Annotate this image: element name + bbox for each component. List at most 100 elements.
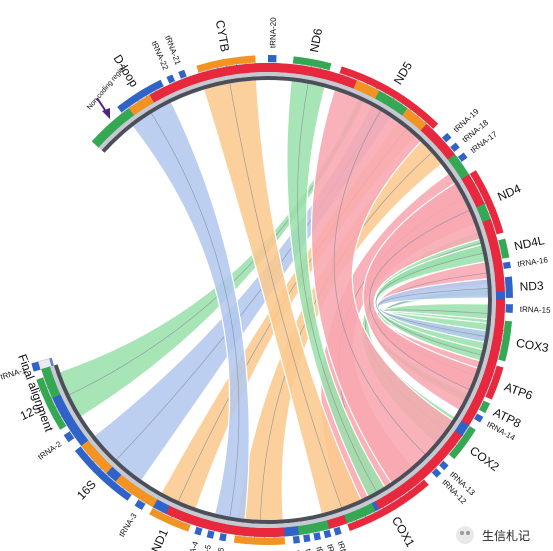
label-atp6: ATP6 xyxy=(502,380,534,403)
watermark: 生信札记 xyxy=(456,526,530,544)
final-alignment-block xyxy=(91,108,134,148)
link-strand-nd6 xyxy=(297,81,378,494)
label-trna-6: tRNA-6 xyxy=(212,546,226,551)
segment-bar-cox1 xyxy=(347,479,429,531)
link-strand-cytb xyxy=(229,81,343,510)
label-nd1: ND1 xyxy=(148,527,171,551)
final-alignment-block xyxy=(454,420,469,436)
final-alignment-block xyxy=(297,520,330,535)
final-alignment-block xyxy=(60,410,89,446)
final-alignment-block xyxy=(149,62,357,103)
label-trna-15: tRNA-15 xyxy=(520,305,552,315)
label-trna-10: tRNA-10 xyxy=(325,543,341,551)
segment-bar-trna-20 xyxy=(268,55,277,63)
label-cytb: CYTB xyxy=(213,19,232,53)
final-alignment-block xyxy=(52,394,69,415)
label-trna-16: tRNA-16 xyxy=(517,255,549,268)
label-trna-2: tRNA-2 xyxy=(36,439,63,462)
link-strand-nd4 xyxy=(369,209,471,391)
final-alignment-block xyxy=(461,300,505,426)
segment-bar-atp6 xyxy=(485,365,504,400)
link-strand-d-loop xyxy=(150,111,240,519)
label-cox1: COX1 xyxy=(389,514,418,550)
segment-bar-nd1 xyxy=(149,508,191,532)
label-trna-8: tRNA-8 xyxy=(304,548,317,551)
label-trna-20: tRNA-20 xyxy=(268,17,278,48)
segment-bar-trna-8 xyxy=(303,534,311,543)
segment-bar-trna-16 xyxy=(503,261,511,269)
segment-bar-trna-11 xyxy=(333,526,342,536)
segment-bar-trna-1 xyxy=(31,361,41,372)
label-nd4l: ND4L xyxy=(513,233,546,253)
segment-bar-cox3 xyxy=(498,320,513,362)
final-alignment-block xyxy=(283,526,299,537)
segment-bar-trna-13 xyxy=(439,460,449,471)
label-trna-9: tRNA-9 xyxy=(314,546,328,551)
segment-bar-nd3 xyxy=(504,276,513,298)
final-alignment-block xyxy=(115,474,158,508)
segment-bar-atp8 xyxy=(479,400,491,414)
segment-bar-trna-22 xyxy=(166,74,176,84)
final-alignment-block xyxy=(461,174,485,208)
label-trna-11: tRNA-11 xyxy=(336,540,353,551)
label-nd6: ND6 xyxy=(307,27,325,53)
final-alignment-block xyxy=(402,108,427,131)
final-alignment-block xyxy=(371,501,380,512)
label-trna-5: tRNA-5 xyxy=(198,543,213,551)
segment-bar-trna-15 xyxy=(505,304,513,313)
segment-bar-trna-4 xyxy=(194,526,203,536)
segment-bar-trna-18 xyxy=(450,142,460,152)
segment-bar-nd2 xyxy=(233,535,286,545)
final-alignment-block xyxy=(482,218,505,293)
final-alignment-block xyxy=(353,80,380,99)
segment-bar-d-loop xyxy=(117,79,164,113)
final-alignment-block xyxy=(495,291,505,300)
link-strand-nd4l xyxy=(375,252,486,356)
alignment-links xyxy=(57,77,491,523)
final-alignment-block xyxy=(153,499,170,514)
final-alignment-block xyxy=(165,505,285,537)
final-alignment-block xyxy=(420,123,455,160)
segment-bar-cox2 xyxy=(448,426,476,460)
segment-bar-trna-6 xyxy=(219,533,227,542)
final-alignment-block xyxy=(128,94,154,116)
final-alignment-track xyxy=(41,62,505,537)
segment-bar-trna-7 xyxy=(292,535,300,544)
segment-bar-nd6 xyxy=(292,56,332,71)
final-alignment-block xyxy=(106,466,122,482)
final-alignment-block xyxy=(41,366,61,399)
segment-bar-trna-2 xyxy=(63,431,75,443)
segment-bar-trna-14 xyxy=(474,413,484,423)
final-alignment-block xyxy=(327,514,348,529)
link-strand-nd3 xyxy=(377,288,490,337)
segment-bar-16s xyxy=(74,446,132,501)
segment-inner-trna-1 xyxy=(49,357,54,367)
segment-trna-1 xyxy=(31,357,55,372)
segment-bar-trna-21 xyxy=(178,69,187,79)
segment-bar-trna-9 xyxy=(313,532,322,541)
final-alignment-block xyxy=(476,203,491,223)
segment-bar-trna-12 xyxy=(431,468,442,478)
label-trna-7: tRNA-7 xyxy=(293,550,305,551)
label-nd5: ND5 xyxy=(391,59,415,87)
watermark-icon xyxy=(456,526,474,544)
final-alignment-block xyxy=(344,503,376,524)
label-nd3: ND3 xyxy=(519,279,544,294)
segment-bar-nd4l xyxy=(498,238,510,259)
segment-bar-trna-3 xyxy=(134,499,146,511)
final-alignment-block xyxy=(375,90,408,116)
non-coding-arrow xyxy=(96,97,110,119)
final-alignment-block xyxy=(81,440,113,474)
final-alignment-block xyxy=(375,430,463,510)
segment-bar-trna-17 xyxy=(458,152,468,162)
segment-bar-nd5 xyxy=(339,66,439,129)
label-cox2: COX2 xyxy=(467,443,502,474)
label-trna-3: tRNA-3 xyxy=(117,511,139,538)
final-alignment-block xyxy=(447,154,469,180)
watermark-text: 生信札记 xyxy=(482,529,530,543)
label-16s: 16S xyxy=(74,477,99,502)
label-cox3: COX3 xyxy=(515,336,550,355)
label-nd4: ND4 xyxy=(495,181,523,204)
link-strand-nd5 xyxy=(333,109,427,456)
